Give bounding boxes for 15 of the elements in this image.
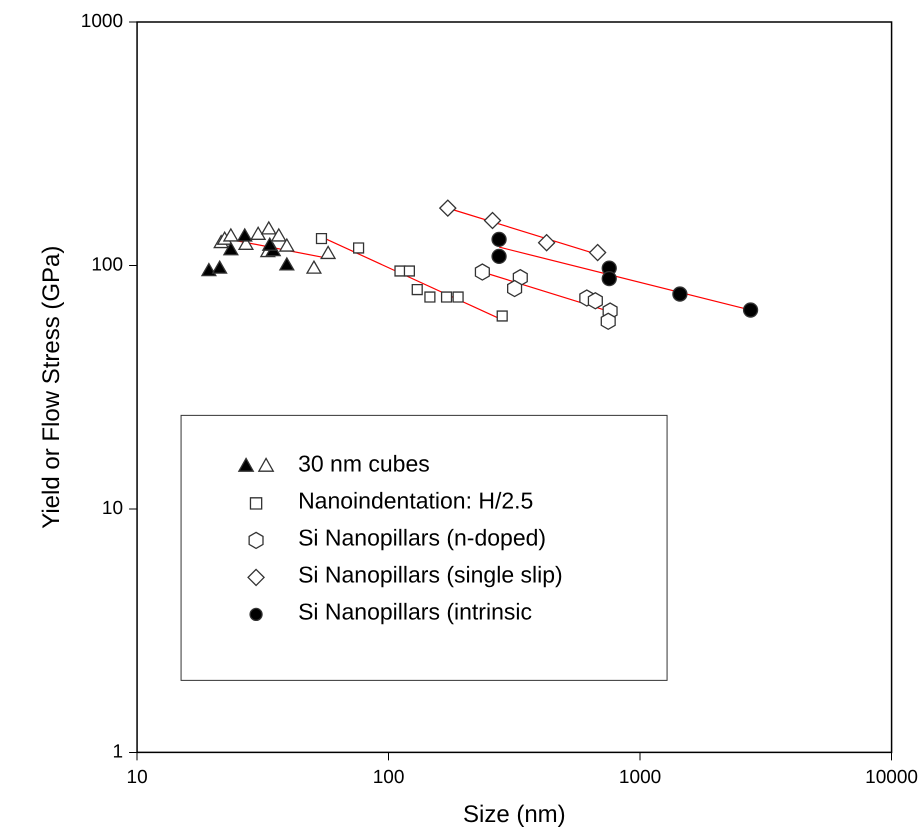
x-tick-label: 10000 [865,767,918,788]
x-tick-label: 1000 [618,767,662,788]
y-axis-title: Yield or Flow Stress (GPa) [38,246,66,529]
y-tick-label: 10 [102,498,124,520]
legend-label: Si Nanopillars (n-doped) [298,524,546,551]
x-tick-label: 10 [126,767,148,788]
y-tick-label: 1 [112,742,124,763]
x-axis-title: Size (nm) [462,801,566,828]
legend-label: Si Nanopillars (intrinsic [298,598,532,625]
x-tick-label: 100 [372,767,404,788]
y-tick-label: 1000 [80,11,124,32]
legend-label: 30 nm cubes [298,450,430,477]
legend-label: Si Nanopillars (single slip) [298,562,563,588]
y-tick-label: 100 [91,254,124,276]
legend-label: Nanoindentation: H/2.5 [298,488,534,514]
